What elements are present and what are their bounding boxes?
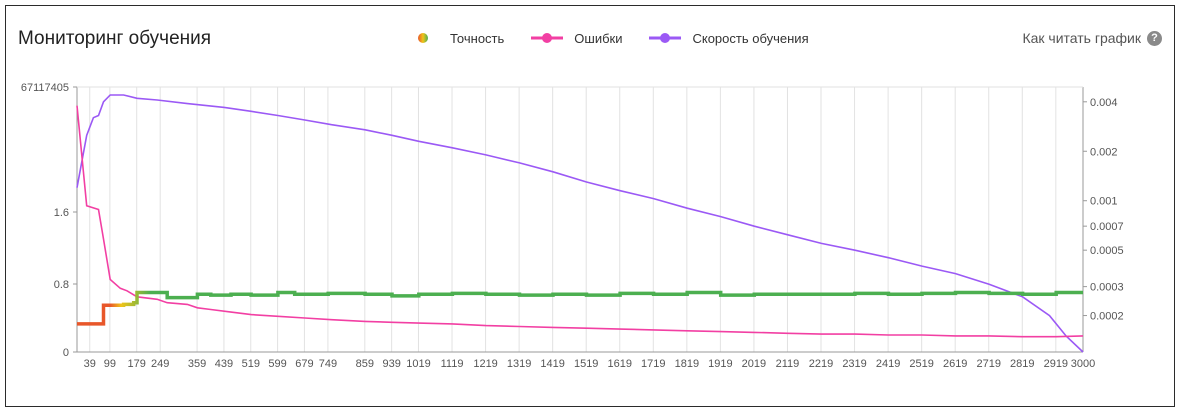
series-accuracy-line bbox=[77, 290, 1083, 326]
x-tick-label: 249 bbox=[151, 358, 169, 370]
legend-item-errors[interactable]: Ошибки bbox=[530, 31, 622, 46]
x-tick-label: 2519 bbox=[909, 358, 933, 370]
x-tick-label: 99 bbox=[104, 358, 116, 370]
chart-legend: Точность Ошибки Скорость обучения bbox=[406, 28, 809, 48]
right-y-tick-label: 0.0003 bbox=[1090, 282, 1124, 294]
x-tick-label: 1419 bbox=[540, 358, 564, 370]
x-tick-label: 1919 bbox=[708, 358, 732, 370]
x-tick-label: 3000 bbox=[1071, 358, 1095, 370]
legend-item-learning-rate[interactable]: Скорость обучения bbox=[648, 30, 809, 46]
left-y-tick-label: 0 bbox=[63, 347, 69, 359]
legend-accuracy-swatch-icon bbox=[407, 33, 439, 43]
x-tick-label: 2319 bbox=[842, 358, 866, 370]
x-tick-label: 519 bbox=[242, 358, 260, 370]
page-title: Мониторинг обучения bbox=[18, 28, 212, 49]
right-y-tick-label: 0.004 bbox=[1090, 97, 1118, 109]
legend-item-accuracy[interactable]: Точность bbox=[406, 31, 504, 46]
left-y-tick-label: 1.6 bbox=[54, 207, 69, 219]
x-tick-label: 1519 bbox=[574, 358, 598, 370]
legend-learning-rate-swatch-icon bbox=[649, 33, 682, 43]
right-y-tick-label: 0.0005 bbox=[1090, 245, 1124, 257]
x-tick-label: 1719 bbox=[641, 358, 665, 370]
left-y-tick-label: 0.8 bbox=[54, 279, 69, 291]
x-tick-label: 859 bbox=[356, 358, 374, 370]
series-learning-rate-line bbox=[76, 94, 1084, 353]
x-tick-label: 1119 bbox=[441, 358, 464, 370]
chart-series bbox=[76, 94, 1084, 353]
x-tick-label: 749 bbox=[319, 358, 337, 370]
x-tick-label: 679 bbox=[295, 358, 313, 370]
x-tick-label: 39 bbox=[84, 358, 96, 370]
right-y-tick-label: 0.002 bbox=[1090, 146, 1118, 158]
x-tick-label: 2419 bbox=[876, 358, 900, 370]
chart-grid bbox=[89, 87, 1084, 352]
x-tick-label: 2119 bbox=[776, 358, 800, 370]
right-y-tick-label: 0.0007 bbox=[1090, 221, 1124, 233]
right-y-tick-label: 0.001 bbox=[1090, 196, 1118, 208]
series-errors-line bbox=[76, 105, 1084, 338]
x-tick-label: 179 bbox=[128, 358, 146, 370]
x-tick-label: 359 bbox=[188, 358, 206, 370]
legend-learning-rate-label: Скорость обучения bbox=[692, 30, 809, 46]
left-y-tick-label: 67117405 bbox=[21, 82, 69, 94]
x-tick-label: 599 bbox=[268, 358, 286, 370]
right-y-tick-label: 0.0002 bbox=[1090, 311, 1124, 323]
x-tick-label: 2019 bbox=[742, 358, 766, 370]
x-tick-label: 2819 bbox=[1010, 358, 1034, 370]
x-tick-label: 2919 bbox=[1044, 358, 1068, 370]
question-circle-icon: ? bbox=[1147, 30, 1162, 46]
help-link[interactable]: Как читать график ? bbox=[1022, 30, 1162, 46]
x-tick-label: 2619 bbox=[943, 358, 967, 370]
x-tick-label: 1819 bbox=[675, 358, 699, 370]
x-tick-label: 2719 bbox=[976, 358, 1000, 370]
legend-accuracy-label: Точность bbox=[450, 30, 505, 46]
chart-ticks: 39 99 179 249 359 439 519 599 679 749 859 939 1019 11… bbox=[21, 82, 1124, 370]
x-tick-label: 1019 bbox=[406, 358, 430, 370]
x-tick-label: 939 bbox=[382, 358, 400, 370]
chart-axes bbox=[73, 86, 1087, 353]
help-link-label: Как читать график bbox=[1022, 30, 1141, 46]
x-tick-label: 1319 bbox=[507, 358, 531, 370]
x-tick-label: 1619 bbox=[608, 358, 632, 370]
training-monitor-panel: Мониторинг обучения Точность bbox=[5, 5, 1175, 407]
x-tick-label: 439 bbox=[215, 358, 233, 370]
legend-errors-label: Ошибки bbox=[574, 30, 623, 46]
x-tick-label: 1219 bbox=[473, 358, 497, 370]
legend-errors-swatch-icon bbox=[531, 33, 564, 43]
x-tick-label: 2219 bbox=[809, 358, 833, 370]
